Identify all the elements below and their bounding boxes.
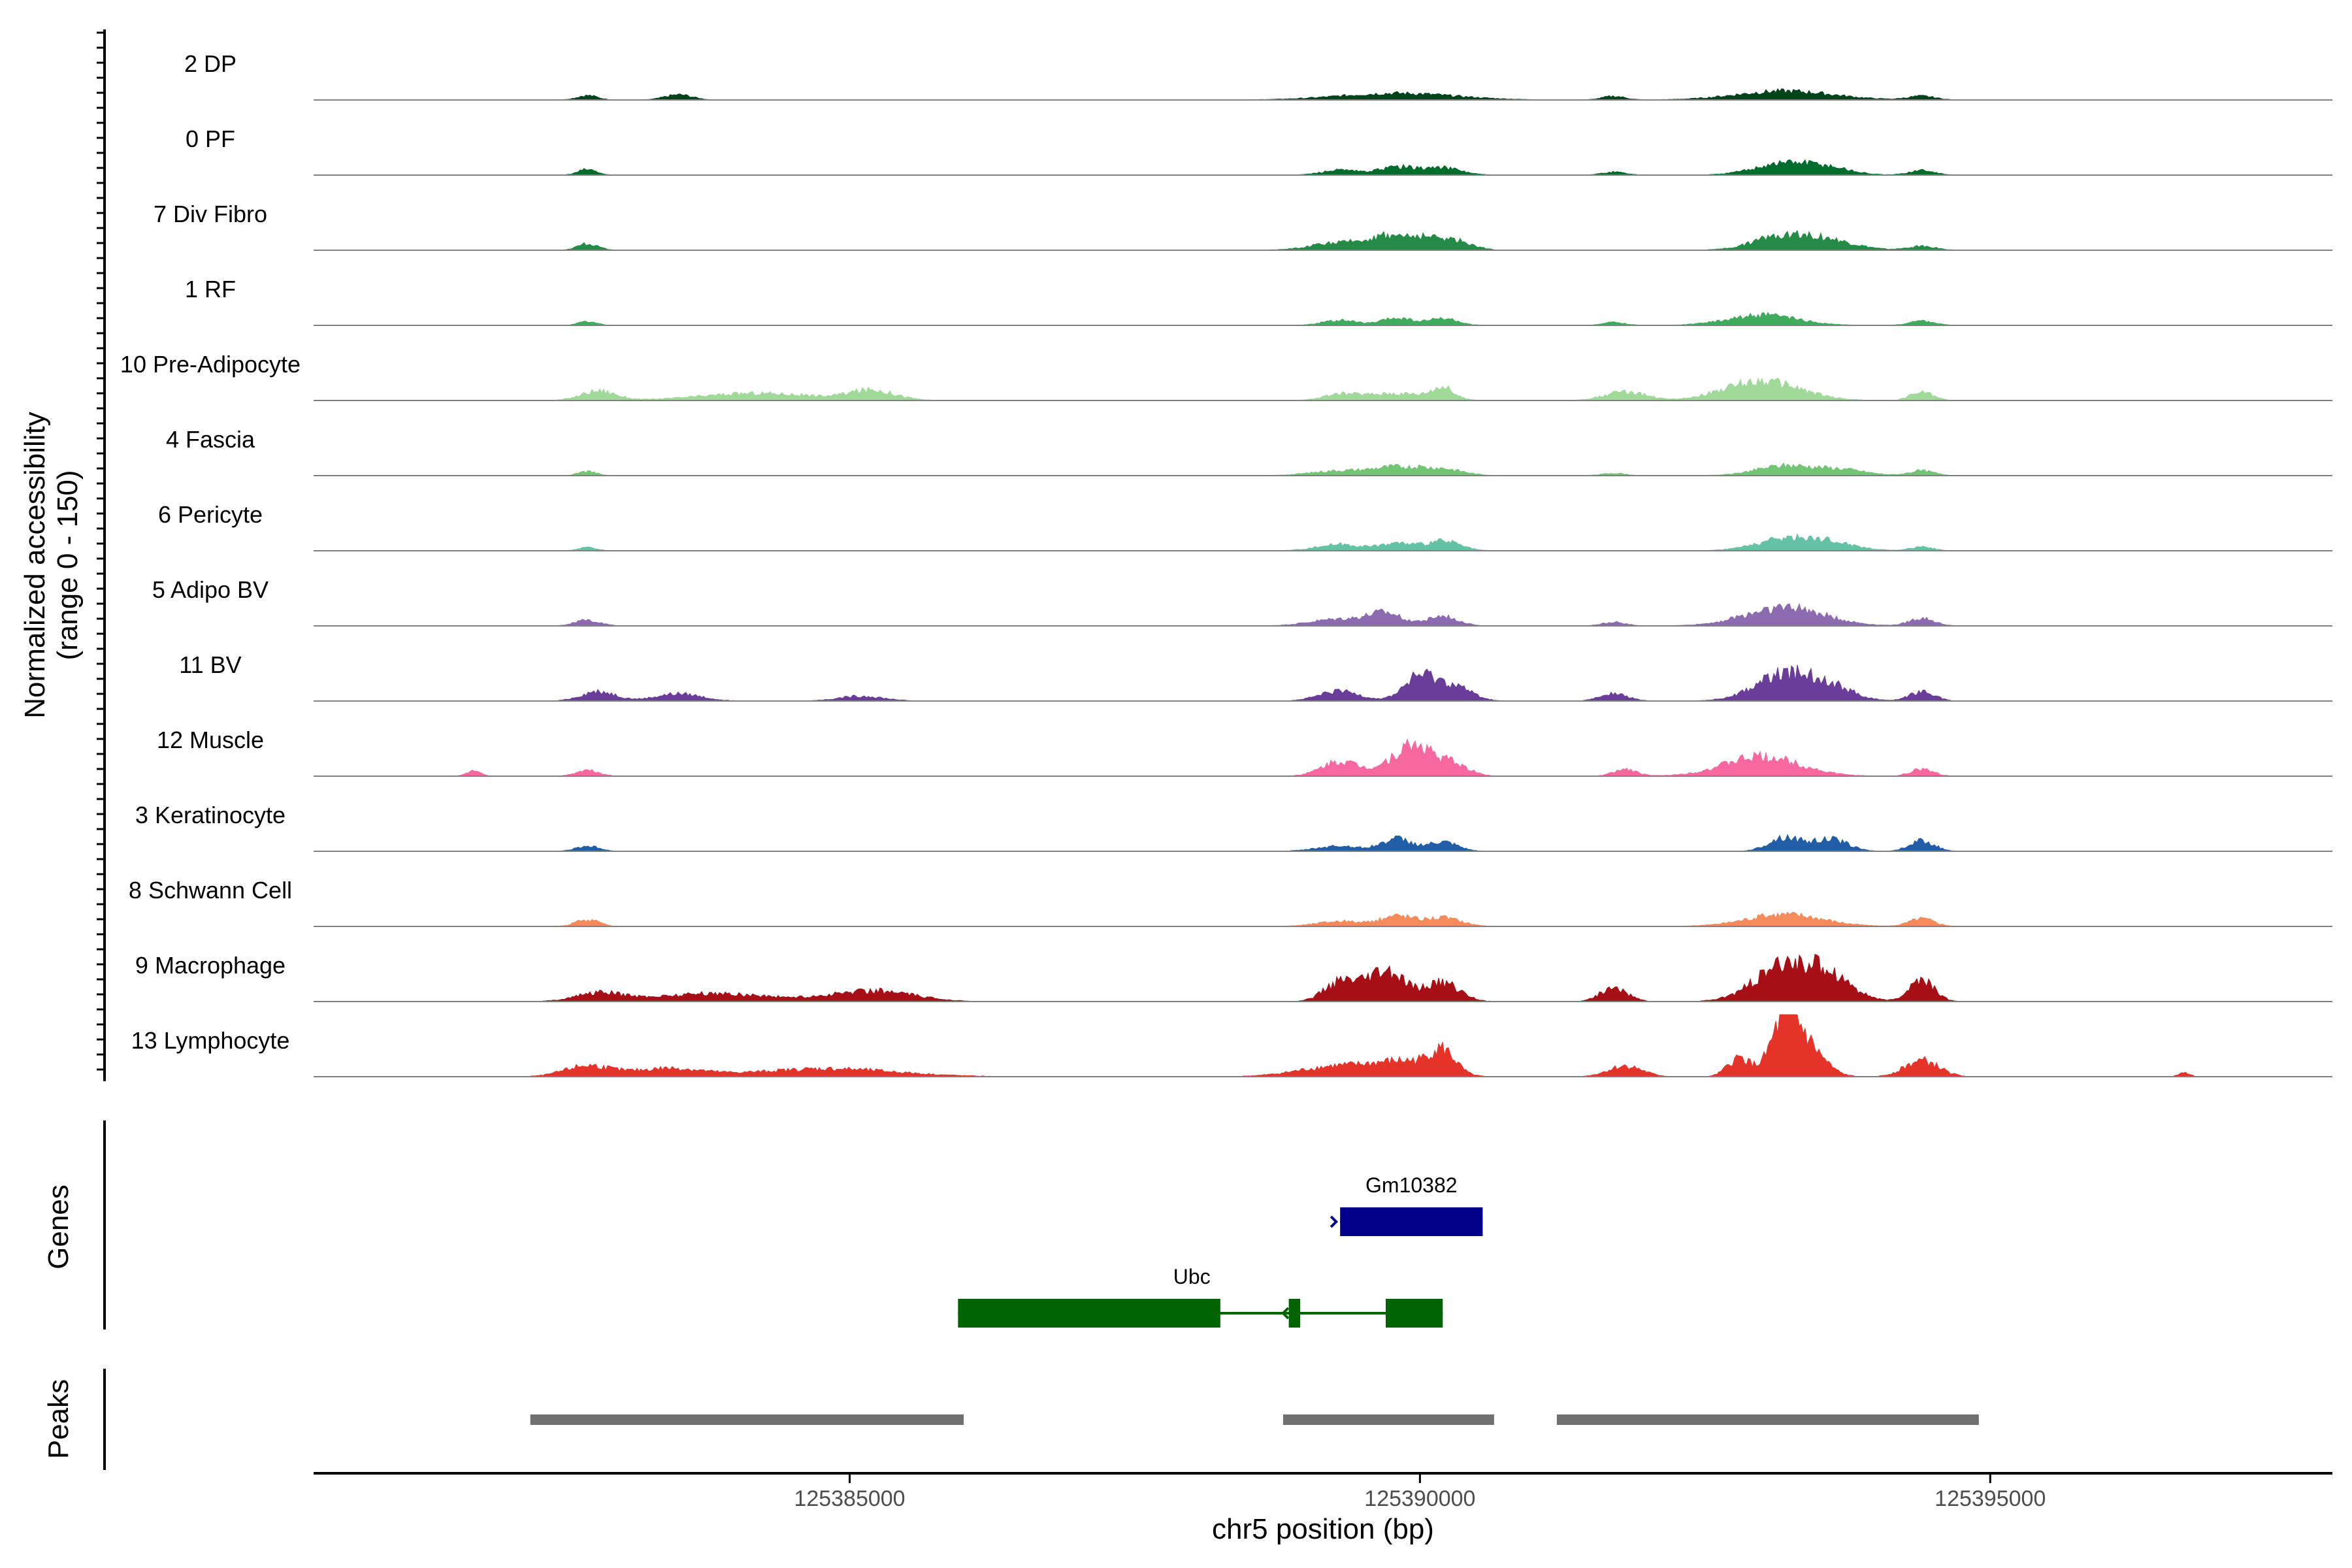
track-label: 6 Pericyte: [158, 501, 263, 528]
track-label: 9 Macrophage: [135, 952, 286, 979]
coverage-tracks: 2 DP 0 PF 7 Div Fibro 1 RF 10 Pre-Adipocyte 4…: [120, 50, 2332, 1077]
coverage-y-axis: [97, 29, 106, 1081]
gene-exon: [1340, 1207, 1483, 1236]
track-13: 9 Macrophage: [135, 952, 2332, 1002]
track-3: 7 Div Fibro: [154, 201, 2332, 251]
gene-exon: [958, 1299, 1220, 1328]
strand-arrow-icon: [1281, 1307, 1290, 1320]
coverage-area: [314, 911, 2332, 927]
track-label: 10 Pre-Adipocyte: [120, 351, 301, 378]
track-label: 1 RF: [185, 276, 236, 302]
coverage-area: [314, 462, 2332, 476]
track-label: 5 Adipo BV: [152, 576, 269, 603]
x-tick-label: 125395000: [1935, 1486, 2046, 1511]
coverage-area: [314, 664, 2332, 702]
track-14: 13 Lymphocyte: [131, 1014, 2332, 1077]
peak-region: [1556, 1414, 1979, 1425]
strand-arrow-icon: [1330, 1215, 1339, 1228]
track-label: 0 PF: [186, 125, 235, 152]
track-5: 10 Pre-Adipocyte: [120, 351, 2332, 401]
gene-ubc: Ubc: [958, 1265, 1443, 1328]
peak-regions: [530, 1414, 1979, 1425]
track-8: 5 Adipo BV: [152, 576, 2332, 627]
coverage-area: [314, 602, 2332, 627]
x-tick-label: 125385000: [794, 1486, 905, 1511]
track-6: 4 Fascia: [166, 426, 2332, 476]
track-4: 1 RF: [185, 276, 2332, 326]
gene-label: Gm10382: [1365, 1173, 1458, 1197]
track-label: 12 Muscle: [157, 727, 264, 753]
x-tick-label: 125390000: [1364, 1486, 1475, 1511]
track-label: 8 Schwann Cell: [129, 877, 292, 904]
genes-panel-label: Genes: [42, 1184, 74, 1269]
coverage-area: [314, 834, 2332, 852]
gene-gm10382: Gm10382: [1330, 1173, 1483, 1236]
coverage-area: [314, 88, 2332, 101]
coverage-area: [314, 159, 2332, 176]
x-axis: 125385000 125390000 125395000: [314, 1472, 2332, 1511]
gene-label: Ubc: [1173, 1265, 1211, 1288]
coverage-area: [314, 533, 2332, 551]
peak-region: [1282, 1414, 1494, 1425]
coverage-area: [314, 954, 2332, 1002]
track-label: 11 BV: [179, 651, 241, 678]
track-label: 13 Lymphocyte: [131, 1027, 290, 1054]
gene-exon: [1288, 1299, 1301, 1328]
track-12: 8 Schwann Cell: [129, 877, 2332, 927]
coverage-area: [314, 312, 2332, 326]
coverage-area: [314, 1014, 2332, 1077]
track-label: 4 Fascia: [166, 426, 255, 453]
coverage-area: [314, 738, 2332, 777]
track-9: 11 BV: [179, 651, 2332, 702]
track-7: 6 Pericyte: [158, 501, 2332, 551]
track-1: 2 DP: [184, 50, 2332, 101]
peak-region: [530, 1414, 964, 1425]
peaks-panel-label: Peaks: [42, 1379, 74, 1459]
x-axis-label: chr5 position (bp): [1212, 1513, 1434, 1545]
coverage-area: [314, 229, 2332, 251]
gene-exon: [1386, 1299, 1443, 1328]
track-11: 3 Keratinocyte: [135, 802, 2332, 852]
coverage-area: [314, 377, 2332, 401]
track-label: 2 DP: [184, 50, 237, 77]
track-2: 0 PF: [186, 125, 2332, 176]
y-axis-label-line-1: Normalized accessibility: [19, 412, 51, 718]
track-label: 7 Div Fibro: [154, 201, 267, 227]
track-10: 12 Muscle: [157, 727, 2332, 777]
gene-annotations: Gm10382 Ubc: [958, 1173, 1483, 1328]
y-axis-label-line-2: (range 0 - 150): [52, 470, 84, 660]
track-label: 3 Keratinocyte: [135, 802, 286, 828]
